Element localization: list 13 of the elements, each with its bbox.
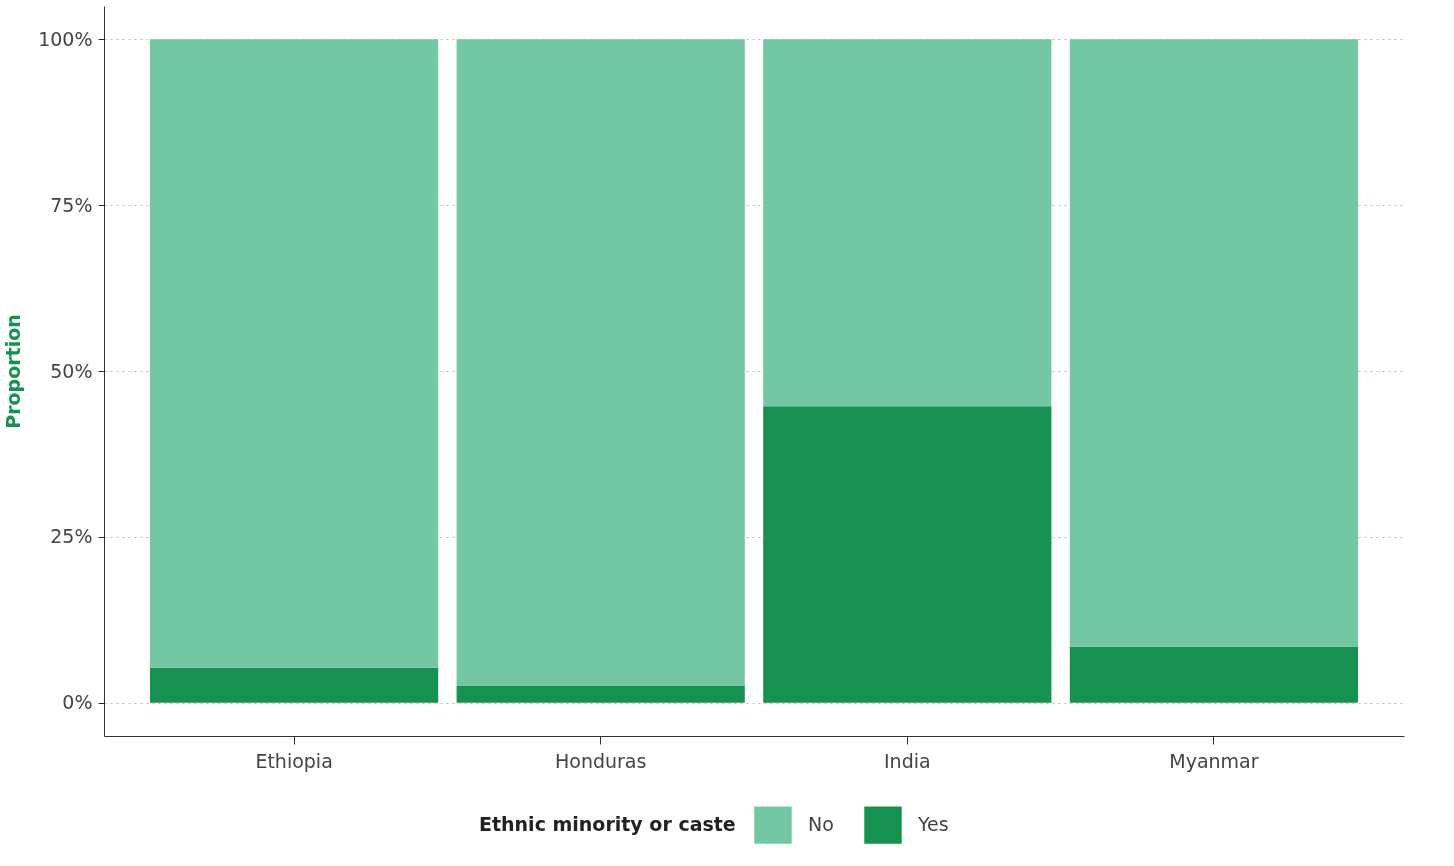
- y-tick-label: 100%: [38, 27, 93, 50]
- y-tick-label: 25%: [50, 525, 93, 548]
- x-tick-label: Myanmar: [1169, 749, 1259, 772]
- legend-label: No: [808, 813, 834, 836]
- x-tick-label: Honduras: [554, 749, 647, 772]
- x-tick-label: India: [883, 749, 931, 772]
- legend-title: Ethnic minority or caste: [479, 813, 736, 835]
- x-tick-label: Ethiopia: [255, 749, 333, 772]
- y-tick-label: 0%: [62, 691, 93, 714]
- y-tick-label: 50%: [50, 359, 93, 382]
- legend-label: Yes: [917, 813, 949, 836]
- y-axis-title: Proportion: [2, 314, 25, 429]
- y-tick-label: 75%: [50, 193, 93, 216]
